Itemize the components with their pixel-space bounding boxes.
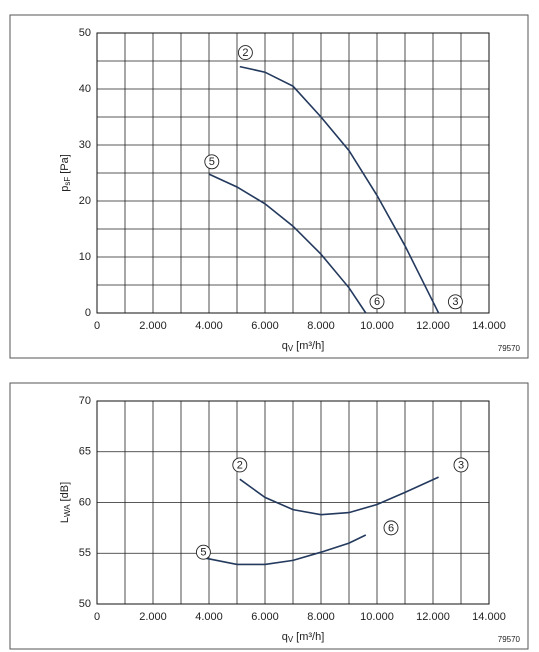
chart: 0 2.000 4.000 6.000 8.000 10.000 12.000 14.000 0…	[9, 14, 529, 359]
x-tick-label: 10.000	[360, 611, 394, 623]
axis-label: qV [m³/h]	[282, 631, 325, 644]
curve-label: 6	[374, 296, 380, 308]
y-tick-label: 40	[79, 83, 91, 95]
curve-label: 6	[388, 522, 394, 534]
curve-label: 2	[242, 47, 248, 59]
axis-label-sub: WA	[63, 504, 72, 517]
y-tick-label: 10	[79, 251, 91, 263]
chart: 0 2.000 4.000 6.000 8.000 10.000 12.000 14.000 5…	[9, 382, 529, 650]
axis-label-main: p	[59, 186, 71, 192]
x-tick-label: 0	[94, 320, 100, 332]
axis-label-sub: V	[288, 635, 294, 644]
curve-label-circle	[237, 45, 253, 61]
axis-label-sub: sF	[63, 177, 72, 186]
curve-label-circle	[369, 294, 385, 310]
curve	[239, 476, 439, 516]
figure-number: 79570	[498, 344, 521, 353]
chart-frame	[9, 14, 529, 359]
curve-label-circle	[447, 294, 463, 310]
x-tick-label: 12.000	[416, 611, 450, 623]
curve-label: 3	[458, 459, 464, 471]
y-tick-label: 70	[79, 395, 91, 407]
x-tick-label: 0	[94, 611, 100, 623]
x-tick-label: 2.000	[139, 320, 167, 332]
x-tick-label: 4.000	[195, 320, 223, 332]
axis-label-main: L	[59, 517, 71, 523]
x-tick-label: 2.000	[139, 611, 167, 623]
x-tick-label: 14.000	[472, 611, 506, 623]
y-tick-label: 65	[79, 446, 91, 458]
curve-label: 5	[200, 547, 206, 559]
axis-label-sub: V	[288, 344, 294, 353]
axis-label: LWA [dB]	[59, 482, 72, 523]
x-tick-label: 6.000	[251, 611, 279, 623]
curve-label-circle	[195, 544, 211, 560]
axis-label: qV [m³/h]	[282, 340, 325, 353]
y-tick-label: 60	[79, 496, 91, 508]
y-tick-label: 50	[79, 27, 91, 39]
chart-frame	[9, 382, 529, 650]
plot-border	[96, 400, 490, 605]
curve	[206, 534, 367, 566]
curve-label: 5	[209, 156, 215, 168]
curve-label-circle	[232, 457, 248, 473]
plot-border	[96, 32, 490, 314]
axis-label-unit: [m³/h]	[296, 631, 324, 643]
x-tick-label: 14.000	[472, 320, 506, 332]
x-tick-label: 8.000	[307, 611, 335, 623]
curve	[208, 173, 367, 314]
y-tick-label: 20	[79, 195, 91, 207]
x-tick-label: 4.000	[195, 611, 223, 623]
x-tick-label: 8.000	[307, 320, 335, 332]
figure-number: 79570	[498, 635, 521, 644]
y-tick-label: 30	[79, 139, 91, 151]
x-tick-label: 12.000	[416, 320, 450, 332]
curve-label-circle	[383, 520, 399, 536]
axis-label: psF [Pa]	[59, 154, 72, 192]
axis-label-main: q	[282, 340, 288, 352]
x-tick-label: 10.000	[360, 320, 394, 332]
axis-label-unit: [dB]	[59, 482, 71, 502]
x-tick-label: 6.000	[251, 320, 279, 332]
y-tick-label: 50	[79, 598, 91, 610]
axis-label-unit: [m³/h]	[296, 340, 324, 352]
y-tick-label: 0	[85, 307, 91, 319]
curve-label: 2	[237, 459, 243, 471]
curve	[239, 65, 440, 314]
curve-label-circle	[204, 154, 220, 170]
curve-label: 3	[452, 296, 458, 308]
axis-label-unit: [Pa]	[59, 154, 71, 174]
curve-label-circle	[453, 457, 469, 473]
axis-label-main: q	[282, 631, 288, 643]
y-tick-label: 55	[79, 547, 91, 559]
